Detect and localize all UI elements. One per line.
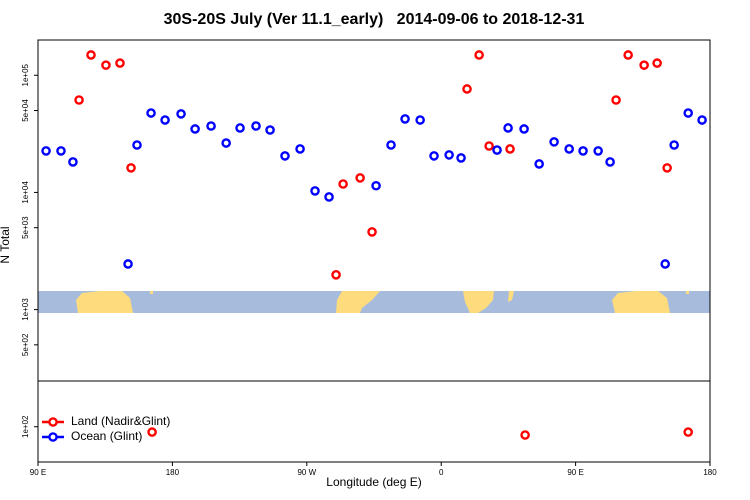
point bbox=[484, 141, 494, 151]
point bbox=[280, 151, 290, 161]
x-tick-label: 0 bbox=[439, 468, 444, 477]
point bbox=[132, 140, 142, 150]
point bbox=[503, 123, 513, 133]
point bbox=[251, 121, 261, 131]
point bbox=[74, 95, 84, 105]
point bbox=[415, 115, 425, 125]
legend-marker bbox=[48, 432, 58, 442]
point bbox=[310, 186, 320, 196]
x-tick-label: 180 bbox=[166, 468, 180, 477]
point bbox=[265, 125, 275, 135]
point bbox=[126, 163, 136, 173]
point bbox=[295, 144, 305, 154]
point bbox=[492, 145, 502, 155]
point bbox=[160, 115, 170, 125]
x-tick-label: 180 bbox=[703, 468, 717, 477]
point bbox=[534, 159, 544, 169]
point bbox=[146, 108, 156, 118]
point bbox=[611, 95, 621, 105]
point bbox=[101, 60, 111, 70]
x-tick-label: 90 E bbox=[30, 468, 46, 477]
point bbox=[505, 144, 515, 154]
point bbox=[56, 146, 66, 156]
point bbox=[176, 109, 186, 119]
legend-label: Land (Nadir&Glint) bbox=[71, 414, 170, 428]
point bbox=[474, 50, 484, 60]
point bbox=[462, 84, 472, 94]
point bbox=[206, 121, 216, 131]
y-axis-label: N Total bbox=[0, 226, 12, 263]
point bbox=[456, 153, 466, 163]
point bbox=[623, 50, 633, 60]
point bbox=[652, 58, 662, 68]
point bbox=[549, 137, 559, 147]
point bbox=[190, 124, 200, 134]
point bbox=[371, 180, 381, 191]
x-tick-label: 90 W bbox=[297, 468, 316, 477]
point bbox=[235, 123, 245, 133]
point bbox=[605, 157, 615, 167]
y-tick-label: 5e+04 bbox=[21, 99, 30, 122]
legend-marker bbox=[48, 417, 58, 427]
point bbox=[660, 259, 671, 269]
point bbox=[367, 227, 377, 237]
map-strip bbox=[38, 291, 710, 313]
point bbox=[593, 146, 603, 156]
point bbox=[331, 270, 341, 280]
y-tick-label: 1e+03 bbox=[21, 298, 30, 321]
y-tick-label: 1e+05 bbox=[21, 63, 30, 86]
point bbox=[386, 140, 396, 150]
point bbox=[519, 124, 529, 134]
point bbox=[683, 427, 693, 437]
x-tick-label: 90 E bbox=[567, 468, 583, 477]
point bbox=[578, 146, 588, 156]
point bbox=[41, 146, 51, 156]
point bbox=[68, 157, 78, 167]
point bbox=[662, 163, 672, 173]
point bbox=[697, 115, 707, 125]
point bbox=[221, 138, 231, 148]
point bbox=[355, 173, 365, 183]
point bbox=[564, 144, 574, 154]
y-tick-label: 1e+04 bbox=[21, 181, 30, 204]
point bbox=[324, 192, 334, 202]
point bbox=[520, 430, 530, 440]
point bbox=[444, 150, 454, 160]
plot-frame bbox=[37, 39, 711, 463]
point bbox=[639, 60, 649, 70]
point bbox=[147, 427, 157, 437]
point bbox=[86, 50, 96, 60]
point bbox=[115, 58, 125, 68]
point bbox=[669, 140, 679, 150]
y-tick-label: 5e+02 bbox=[21, 333, 30, 356]
y-tick-label: 5e+03 bbox=[21, 216, 30, 239]
legend-label: Ocean (Glint) bbox=[71, 429, 142, 443]
chart-title: 30S-20S July (Ver 11.1_early) 2014-09-06… bbox=[164, 11, 585, 28]
point bbox=[400, 114, 410, 124]
point bbox=[429, 151, 439, 161]
x-axis-label: Longitude (deg E) bbox=[326, 475, 421, 489]
point bbox=[338, 179, 348, 189]
point bbox=[683, 108, 693, 118]
y-tick-label: 1e+02 bbox=[21, 415, 30, 438]
point bbox=[123, 259, 133, 269]
